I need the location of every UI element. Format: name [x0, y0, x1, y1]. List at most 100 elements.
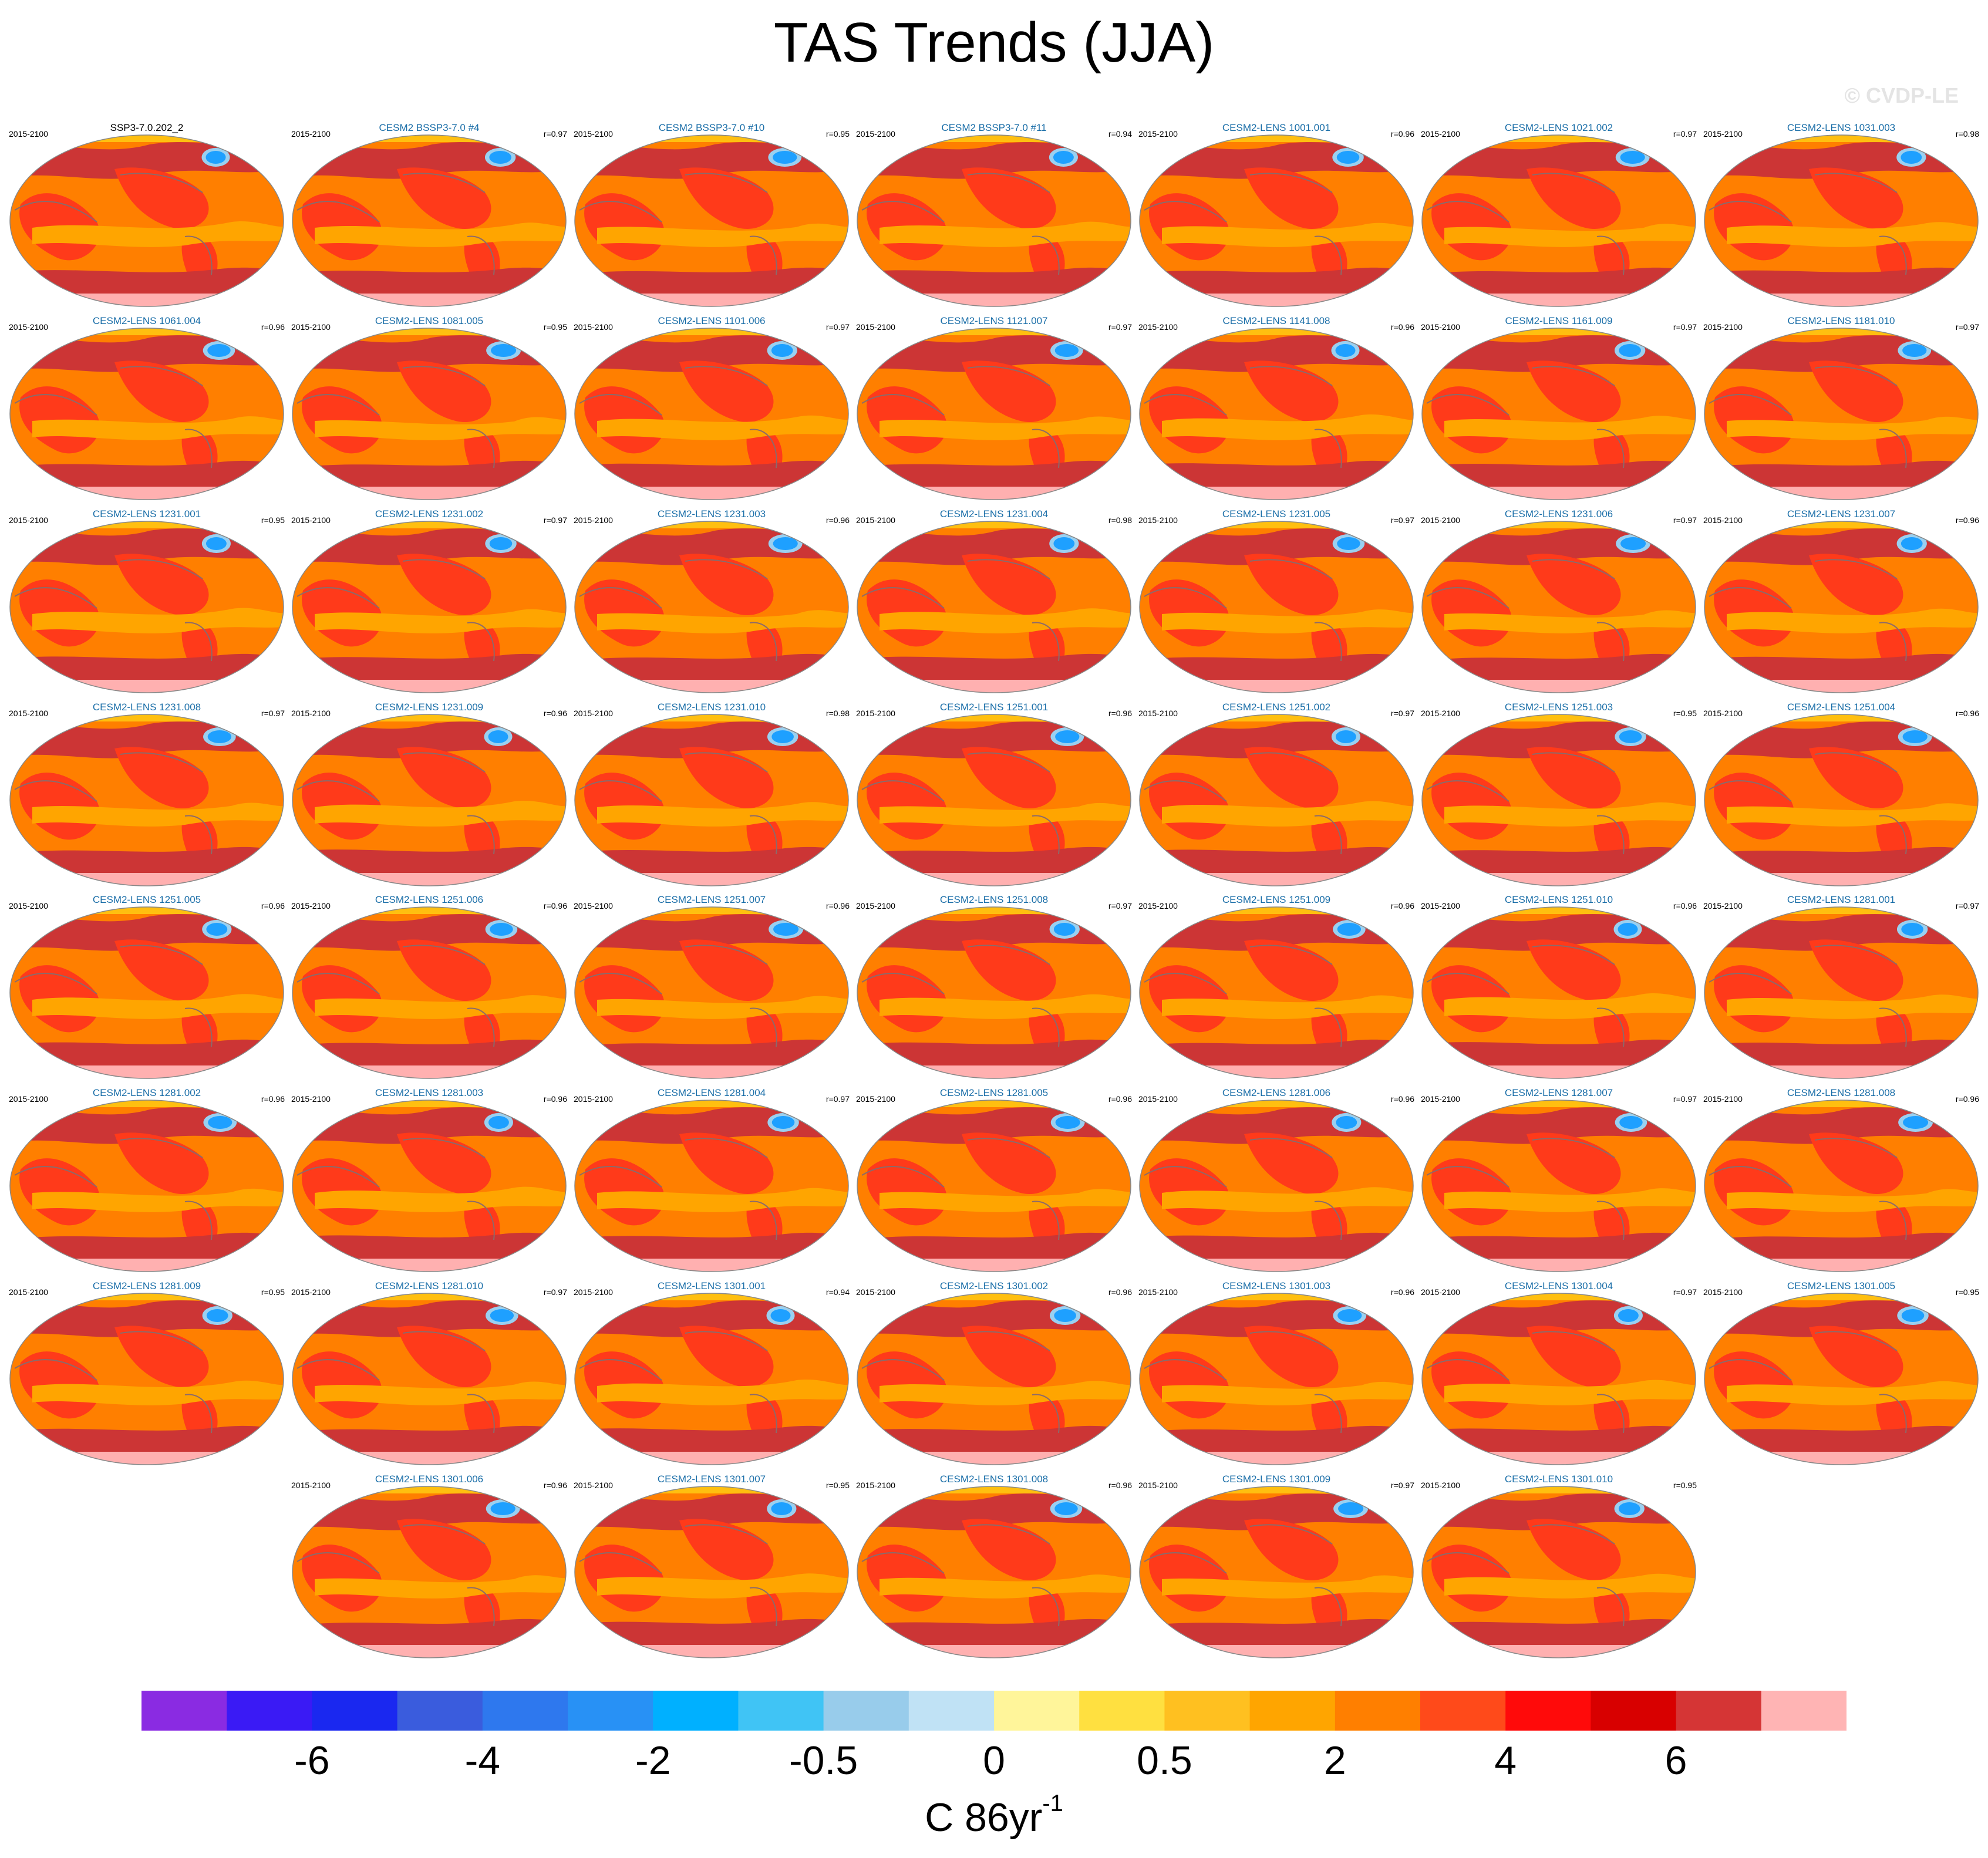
map-panel: 2015-2100 CESM2-LENS 1301.008 r=0.96: [856, 1473, 1132, 1667]
map-panel: 2015-2100 CESM2-LENS 1141.008 r=0.96: [1138, 315, 1414, 509]
panel-period: 2015-2100: [1703, 1287, 1743, 1297]
antarctic-edge: [857, 1452, 1131, 1465]
panel-pattern-correlation: r=0.97: [1108, 322, 1132, 332]
north-atlantic-cooling: [1054, 344, 1079, 357]
map-outline: [292, 521, 567, 693]
panel-member-title: CESM2-LENS 1281.010: [375, 1280, 484, 1292]
panel-pattern-correlation: r=0.96: [1108, 709, 1132, 718]
map-panel: 2015-2100 CESM2-LENS 1251.010 r=0.96: [1421, 894, 1697, 1088]
colorbar-swatch: [568, 1691, 653, 1731]
tropical-band: [1444, 1380, 1696, 1405]
panel-member-title: CESM2-LENS 1281.007: [1504, 1087, 1613, 1098]
map-outline: [1704, 906, 1979, 1079]
antarctic-edge: [292, 873, 566, 886]
map-outline: [857, 521, 1131, 693]
north-atlantic-cooling: [771, 1502, 793, 1515]
map-panel: 2015-2100 CESM2-LENS 1281.009 r=0.95: [9, 1280, 285, 1474]
antarctic-edge: [10, 1452, 284, 1465]
map-outline: [1421, 1486, 1696, 1658]
global-trend-map: [1139, 1100, 1414, 1272]
tropical-band: [32, 608, 284, 633]
panel-period: 2015-2100: [1421, 1287, 1460, 1297]
antarctic-edge: [10, 487, 284, 500]
antarctic-edge: [1422, 487, 1696, 500]
tropical-band: [315, 1575, 566, 1599]
panel-period: 2015-2100: [9, 129, 48, 139]
map-outline: [1704, 714, 1979, 886]
coastlines: [1426, 945, 1625, 1047]
map-outline: [857, 1293, 1131, 1465]
tropical-band: [315, 1381, 566, 1405]
map-panel: 2015-2100 CESM2-LENS 1231.002 r=0.97: [291, 508, 567, 702]
global-trend-map: [9, 134, 284, 307]
coastlines: [14, 752, 213, 855]
map-panel: 2015-2100 CESM2-LENS 1281.002 r=0.96: [9, 1087, 285, 1281]
coastlines: [296, 1138, 495, 1240]
global-trend-map: [292, 1486, 567, 1658]
panel-period: 2015-2100: [291, 901, 331, 911]
map-panel: 2015-2100 CESM2-LENS 1251.003 r=0.95: [1421, 702, 1697, 895]
map-panel: 2015-2100 CESM2-LENS 1251.008 r=0.97: [856, 894, 1132, 1088]
tropical-band: [315, 1186, 566, 1212]
global-trend-map: [9, 906, 284, 1079]
north-atlantic-cooling: [771, 1116, 795, 1129]
antarctic-edge: [10, 1065, 284, 1078]
map-panel: 2015-2100 CESM2-LENS 1301.007 r=0.95: [574, 1473, 850, 1667]
panel-period: 2015-2100: [1138, 1094, 1178, 1104]
colorbar-swatch: [227, 1691, 312, 1731]
tropical-band: [1444, 1188, 1696, 1212]
coastlines: [861, 1138, 1060, 1240]
panel-pattern-correlation: r=0.98: [1955, 129, 1979, 139]
tropical-band: [1162, 995, 1413, 1019]
panel-period: 2015-2100: [1138, 709, 1178, 718]
panel-pattern-correlation: r=0.97: [825, 1094, 850, 1104]
map-panel: 2015-2100 CESM2-LENS 1301.002 r=0.96: [856, 1280, 1132, 1474]
map-panel: 2015-2100 CESM2-LENS 1301.010 r=0.95: [1421, 1473, 1697, 1667]
map-outline: [1139, 906, 1414, 1079]
panel-member-title: CESM2-LENS 1251.010: [1504, 894, 1613, 905]
panel-period: 2015-2100: [856, 1481, 895, 1490]
north-atlantic-cooling: [490, 1502, 515, 1515]
antarctic-edge: [1422, 294, 1696, 306]
colorbar-swatch: [1079, 1691, 1165, 1731]
panel-member-title: CESM2-LENS 1301.010: [1504, 1473, 1613, 1485]
panel-member-title: CESM2-LENS 1061.004: [92, 315, 201, 326]
tropical-band: [32, 416, 284, 440]
antarctic-edge: [1422, 680, 1696, 693]
north-atlantic-cooling: [488, 1116, 509, 1129]
panel-period: 2015-2100: [1421, 515, 1460, 525]
tropical-band: [1162, 222, 1413, 247]
north-atlantic-cooling: [206, 923, 228, 936]
tropical-band: [880, 221, 1131, 247]
panel-member-title: CESM2-LENS 1281.009: [92, 1280, 201, 1292]
map-panel: 2015-2100 CESM2-LENS 1251.006 r=0.96: [291, 894, 567, 1088]
tropical-band: [1162, 609, 1413, 633]
panel-pattern-correlation: r=0.95: [1673, 1481, 1697, 1490]
tropical-band: [880, 1189, 1131, 1212]
antarctic-edge: [575, 1645, 848, 1658]
panel-member-title: CESM2-LENS 1251.008: [939, 894, 1049, 905]
north-atlantic-cooling: [489, 151, 511, 164]
panel-pattern-correlation: r=0.96: [1955, 709, 1979, 718]
map-outline: [292, 1293, 567, 1465]
panel-member-title: CESM2-LENS 1231.005: [1222, 508, 1331, 520]
map-panel: 2015-2100 CESM2-LENS 1231.005 r=0.97: [1138, 508, 1414, 702]
tropical-band: [1727, 803, 1978, 827]
map-outline: [292, 134, 567, 307]
map-outline: [1704, 1293, 1979, 1465]
tropical-band: [1727, 222, 1978, 247]
antarctic-edge: [292, 1259, 566, 1272]
coastlines: [579, 1138, 777, 1240]
global-trend-map: [574, 1100, 849, 1272]
global-trend-map: [857, 521, 1131, 693]
panel-pattern-correlation: r=0.95: [1673, 709, 1697, 718]
map-panel: 2015-2100 CESM2-LENS 1231.001 r=0.95: [9, 508, 285, 702]
map-panel: 2015-2100 CESM2-LENS 1251.007 r=0.96: [574, 894, 850, 1088]
panel-member-title: CESM2-LENS 1301.007: [657, 1473, 766, 1485]
panel-period: 2015-2100: [574, 901, 613, 911]
map-panel: 2015-2100 CESM2-LENS 1021.002 r=0.97: [1421, 122, 1697, 316]
units-exponent: -1: [1042, 1790, 1063, 1816]
tropical-band: [315, 609, 566, 633]
panel-period: 2015-2100: [9, 709, 48, 718]
north-atlantic-cooling: [1335, 730, 1356, 743]
